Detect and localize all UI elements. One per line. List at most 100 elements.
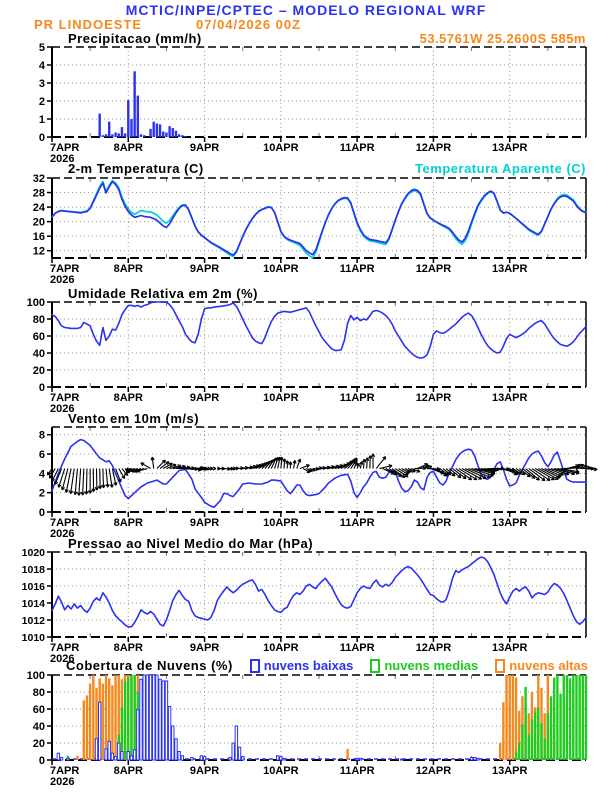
panel-precipitacao-ytick: 3: [39, 78, 45, 90]
cloud-mid-bar: [565, 675, 569, 760]
precip-bar: [98, 113, 101, 137]
precip-bar: [149, 128, 152, 137]
station-coordinates: 53.5761W 25.2600S 585m: [419, 31, 586, 46]
cloud-low-bar: [110, 752, 115, 761]
panel-umidade-xlabel: 12APR: [416, 392, 452, 404]
cloud-mid-bar: [533, 711, 537, 760]
panel-vento-xlabel: 13APR: [492, 517, 528, 529]
cloud-high-bar: [117, 675, 120, 760]
panel-precipitacao-xlabel: 11APR: [340, 142, 375, 154]
cloud-low-bar: [199, 755, 204, 761]
panel-pressao-ytick: 1018: [22, 564, 46, 576]
panel-nuvens-xlabel: 13APR: [492, 765, 528, 777]
precip-bar: [171, 128, 174, 137]
cloud-high-bar: [92, 675, 95, 760]
cloud-low-bar: [167, 705, 172, 761]
nuvens-baixas-swatch-icon: [249, 658, 260, 673]
panel-temperatura-xlabel: 8APR: [114, 263, 143, 275]
panel-pressao-xlabel: 11APR: [340, 642, 375, 654]
panel-pressao-xlabel: 9APR: [190, 642, 219, 654]
cloud-low-bar: [279, 756, 283, 761]
cloud-mid-bar: [549, 696, 553, 760]
cloud-high-bar: [511, 675, 515, 760]
cloud-mid-bar: [556, 675, 559, 760]
cloud-low-bar: [104, 748, 108, 761]
panel-vento-xlabel: 11APR: [340, 517, 375, 529]
panel-nuvens-ytick: 60: [33, 704, 45, 716]
model-title: MCTIC/INPE/CPTEC – MODELO REGIONAL WRF: [125, 2, 487, 18]
cloud-high-bar: [108, 678, 111, 760]
cloud-mid-bar: [518, 743, 521, 760]
wind-vectors: [46, 453, 598, 496]
cloud-low-bar: [66, 757, 70, 761]
panel-nuvens-xlabel: 9APR: [190, 765, 219, 777]
panel-temperatura-ytick: 20: [33, 217, 45, 229]
panel-precipitacao-ytick: 5: [39, 42, 45, 54]
panel-nuvens-xlabel: 12APR: [416, 765, 452, 777]
precip-bar: [174, 130, 178, 137]
cloud-low-bar: [136, 709, 140, 761]
cloud-mid-bar: [581, 675, 585, 760]
cloud-mid-bar: [524, 686, 527, 760]
panel-pressao-xlabel-year: 2026: [50, 653, 74, 665]
panel-pressao-ytick: 1014: [22, 598, 46, 610]
cloud-low-bar: [275, 755, 280, 761]
cloud-low-bar: [171, 725, 175, 761]
cloud-low-bar: [358, 757, 363, 761]
panel-pressao-xlabel: 10APR: [263, 642, 299, 654]
panel-vento-ytick: 8: [39, 430, 45, 442]
precip-bar: [117, 133, 120, 137]
panel-precipitacao-xlabel: 9APR: [190, 142, 219, 154]
cloud-low-bar: [241, 756, 245, 761]
panel-temperatura-ytick: 12: [33, 246, 45, 258]
cloud-low-bar: [473, 756, 477, 761]
panel-pressao-ytick: 1012: [22, 615, 46, 627]
panel-umidade-xlabel: 9APR: [190, 392, 219, 404]
panel-vento-xlabel: 10APR: [263, 517, 299, 529]
panel-umidade-ytick: 40: [33, 348, 45, 360]
cloud-low-bar: [469, 756, 474, 761]
panel-precipitacao-ytick: 1: [39, 114, 45, 126]
panel-title-precipitacao: Precipitacao (mm/h): [68, 31, 202, 46]
cloud-low-bar: [180, 755, 185, 761]
cloud-low-bar: [155, 674, 159, 761]
cloud-mid-bar: [575, 675, 578, 760]
panel-title-pressao: Pressao ao Nivel Medio do Mar (hPa): [68, 536, 314, 551]
cloud-low-bar: [107, 740, 111, 761]
panel-precipitacao-xlabel-year: 2026: [50, 153, 74, 165]
precip-bar: [111, 134, 114, 137]
run-datetime: 07/04/2026 00Z: [196, 17, 302, 32]
cloud-mid-bar: [127, 677, 130, 760]
panel-title-nuvens: Cobertura de Nuvens (%): [66, 658, 233, 673]
cloud-low-bar: [120, 751, 124, 761]
panel-vento-ytick: 0: [39, 507, 45, 519]
panel-umidade-ytick: 20: [33, 365, 45, 377]
panel-nuvens-ytick: 80: [33, 687, 45, 699]
cloud-low-bar: [202, 756, 207, 761]
panel-umidade-xlabel: 11APR: [340, 392, 375, 404]
cloud-high-bar: [85, 695, 89, 760]
precip-bar: [123, 133, 127, 137]
precip-bar: [101, 135, 105, 137]
cloud-high-bar: [518, 710, 521, 760]
panel-umidade-xlabel: 10APR: [263, 392, 299, 404]
cloud-low-bar: [234, 725, 239, 761]
cloud-low-bar: [97, 701, 102, 761]
panel-title-temperatura: 2-m Temperatura (C): [68, 161, 204, 176]
cloud-high-bar: [76, 755, 79, 760]
precip-bar: [152, 121, 155, 137]
cloud-low-bar: [139, 678, 143, 761]
cloud-high-bar: [104, 675, 108, 760]
cloud-mid-bar: [514, 751, 518, 760]
precip-bar: [162, 131, 165, 137]
cloud-low-bar: [476, 757, 480, 761]
cloud-high-bar: [514, 677, 518, 760]
panel-precipitacao-xlabel: 8APR: [114, 142, 143, 154]
cloud-high-bar: [82, 700, 85, 760]
cloud-low-bar: [94, 738, 99, 761]
legend-nuvens-altas-label: nuvens altas: [509, 658, 588, 673]
